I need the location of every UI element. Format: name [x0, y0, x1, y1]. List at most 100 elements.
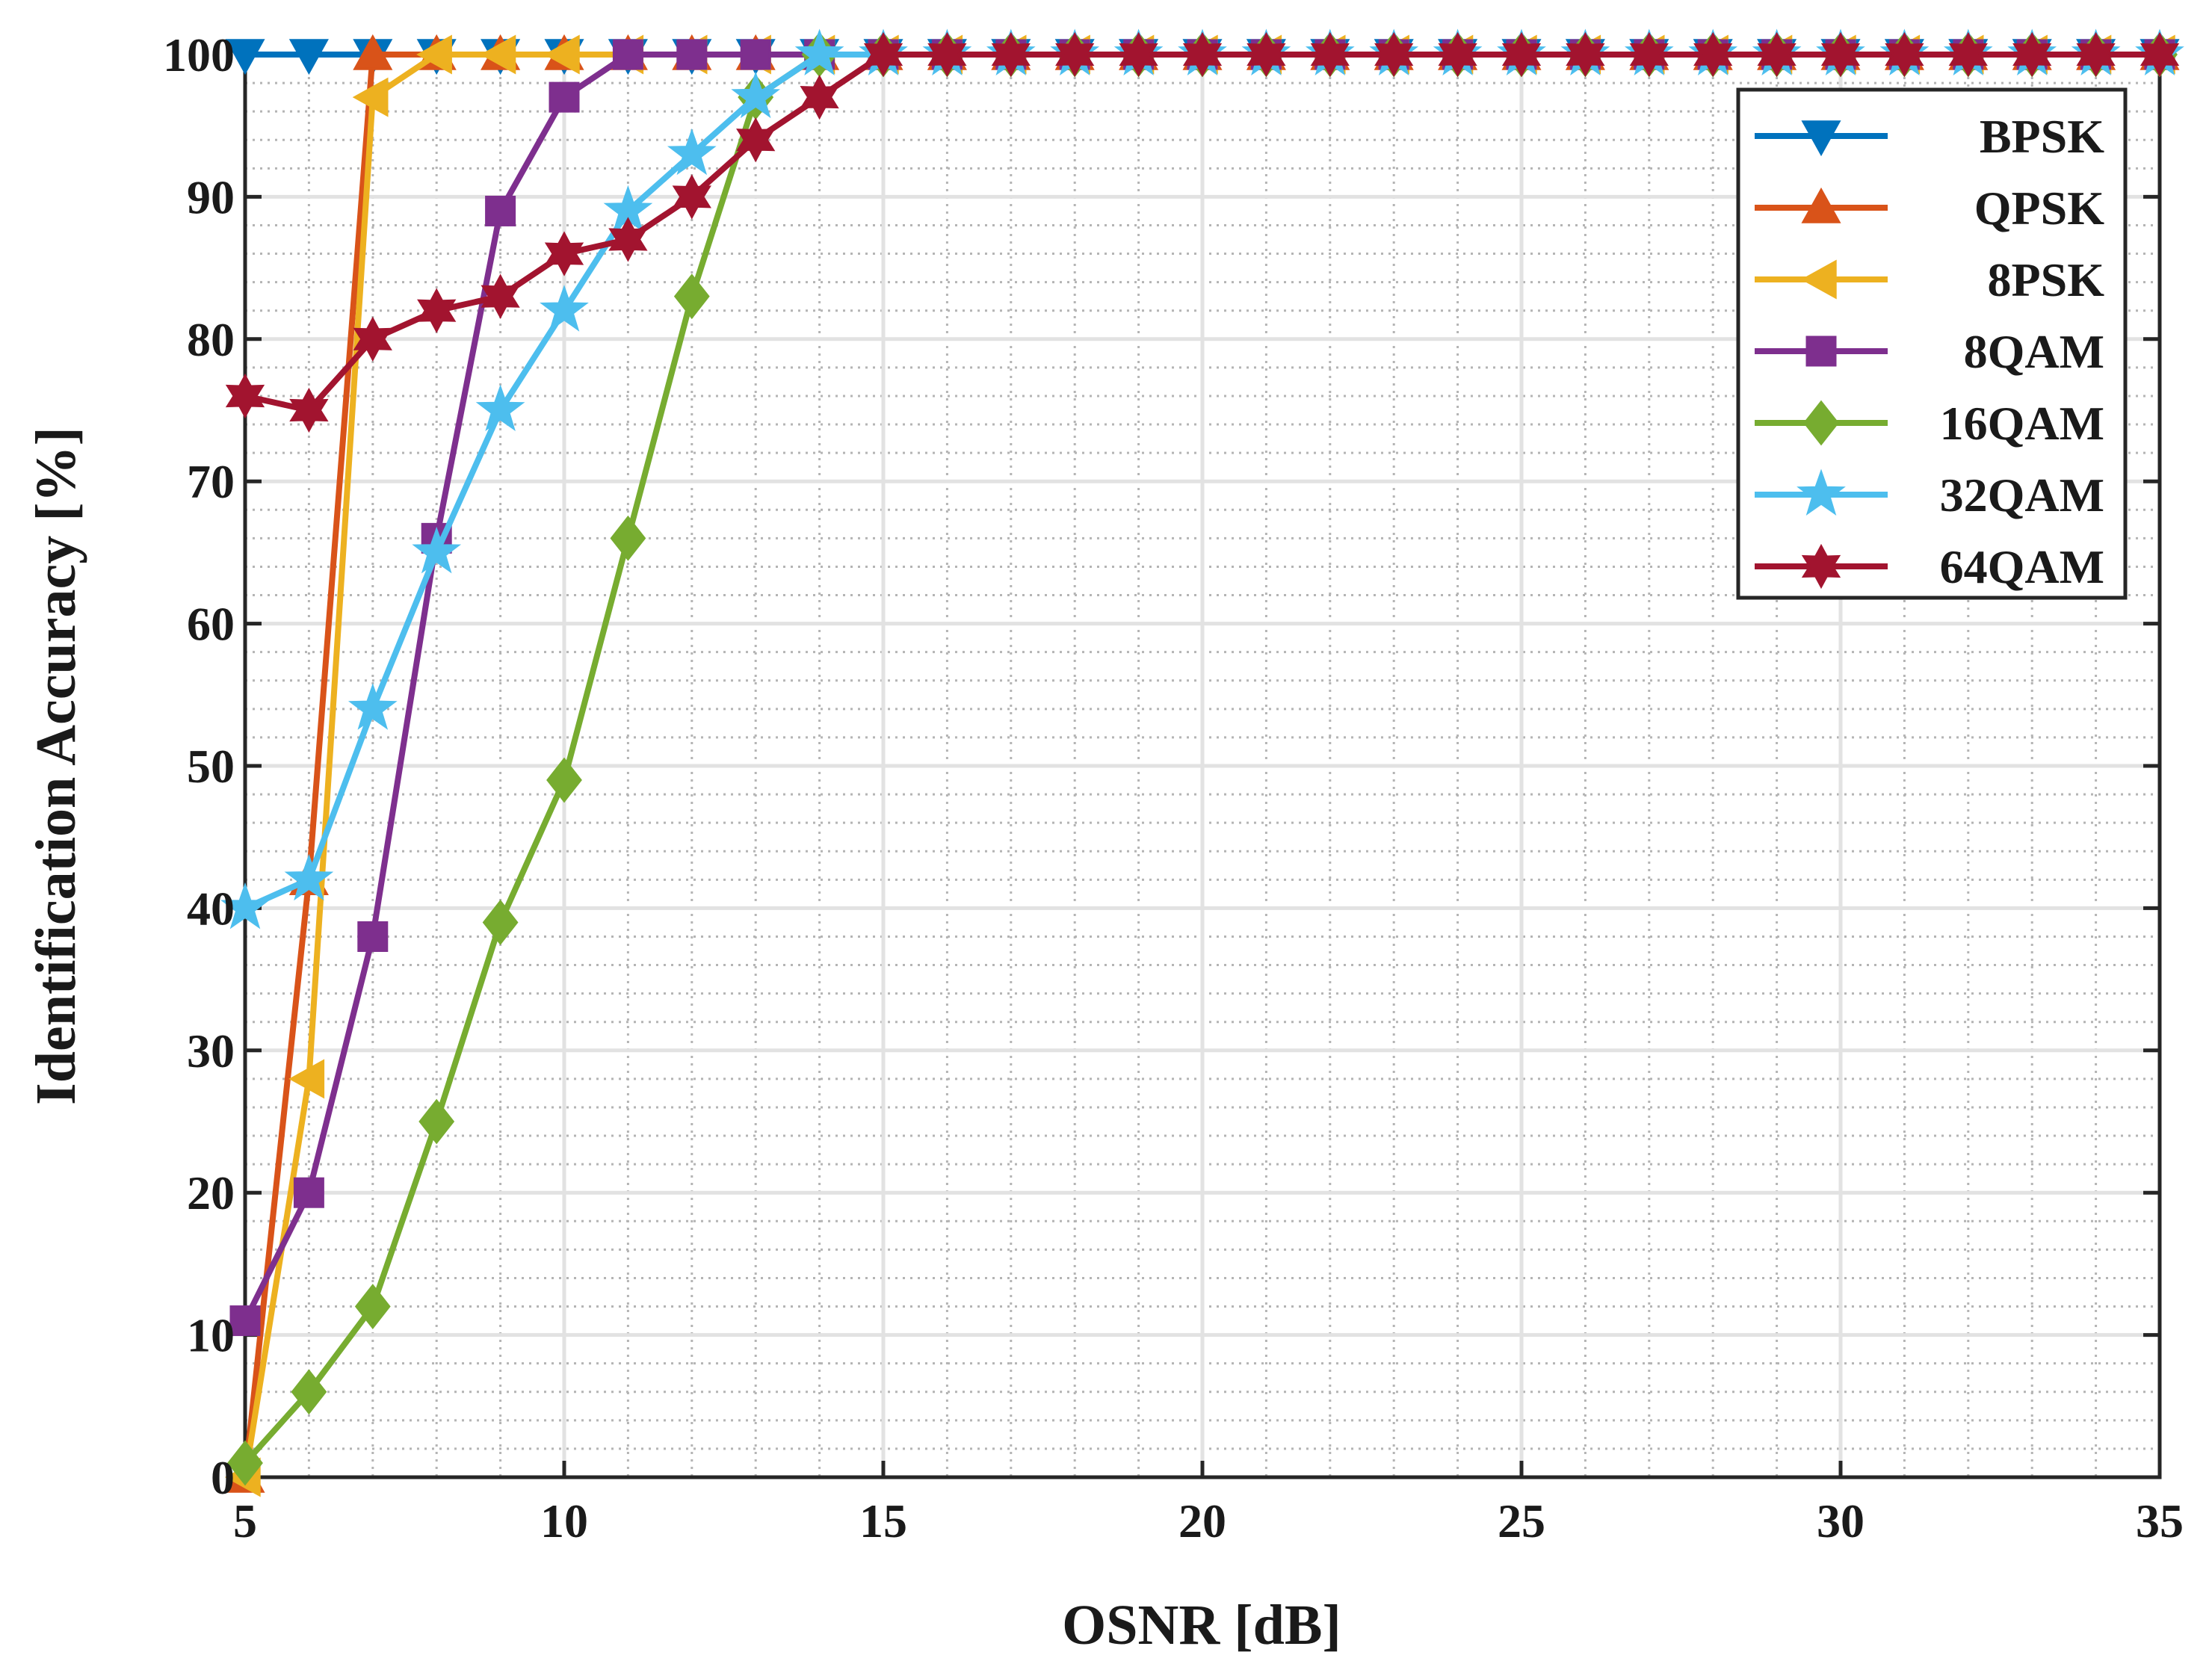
data-point-8qam	[229, 1305, 261, 1337]
data-point-64qam	[289, 387, 329, 433]
data-point-64qam	[1948, 31, 1988, 78]
y-tick-label: 20	[187, 1166, 235, 1219]
data-point-8psk	[543, 34, 580, 75]
data-point-64qam	[672, 174, 711, 220]
x-tick-label: 30	[1817, 1494, 1865, 1547]
data-point-8qam	[612, 39, 643, 70]
legend-item-32qam[interactable]: 32QAM	[1755, 468, 2104, 522]
x-tick-label: 25	[1498, 1494, 1545, 1547]
data-point-32qam	[347, 683, 398, 730]
data-point-64qam	[1566, 31, 1605, 78]
series-64qam	[225, 31, 2180, 433]
data-point-8qam	[485, 195, 516, 226]
legend-item-bpsk[interactable]: BPSK	[1755, 110, 2104, 163]
data-point-64qam	[225, 373, 265, 419]
data-point-bpsk	[225, 39, 265, 75]
data-point-64qam	[1182, 31, 1223, 78]
legend[interactable]: BPSK QPSK 8PSK 8QAM 16QAM 32QAM 64QAM	[1736, 87, 2128, 600]
data-point-32qam	[731, 71, 781, 119]
data-point-32qam	[412, 526, 462, 574]
legend-label-64qam: 64QAM	[1940, 540, 2104, 593]
legend-marker-16qam	[1803, 400, 1839, 446]
data-point-64qam	[1757, 31, 1797, 78]
data-point-64qam	[2140, 31, 2180, 78]
legend-item-8qam[interactable]: 8QAM	[1755, 325, 2104, 378]
data-point-64qam	[1885, 31, 1924, 78]
y-tick-label: 100	[163, 28, 235, 81]
legend-label-16qam: 16QAM	[1940, 397, 2104, 450]
data-point-32qam	[284, 853, 334, 901]
x-tick-label: 15	[859, 1494, 907, 1547]
x-tick-label: 20	[1178, 1494, 1226, 1547]
data-point-64qam	[1693, 31, 1733, 78]
data-point-64qam	[608, 217, 648, 262]
y-tick-label: 30	[187, 1024, 235, 1077]
legend-item-qpsk[interactable]: QPSK	[1755, 182, 2104, 235]
data-point-16qam	[482, 900, 519, 945]
data-point-16qam	[291, 1369, 327, 1415]
y-tick-label: 0	[211, 1451, 235, 1504]
data-point-64qam	[1246, 31, 1286, 78]
y-axis-label: Identification Accuracy [%]	[25, 427, 87, 1105]
data-point-32qam	[540, 285, 589, 332]
y-tick-label: 50	[187, 740, 235, 793]
legend-marker-bpsk	[1801, 120, 1841, 157]
data-point-8psk	[416, 34, 452, 75]
legend-label-qpsk: QPSK	[1974, 182, 2104, 235]
x-axis-label: OSNR [dB]	[1062, 1594, 1341, 1657]
y-tick-label: 90	[187, 170, 235, 223]
data-point-8qam	[549, 81, 580, 113]
data-point-64qam	[2076, 31, 2116, 78]
legend-label-8psk: 8PSK	[1988, 253, 2105, 306]
x-tick-label: 5	[233, 1494, 257, 1547]
data-point-16qam	[610, 515, 646, 561]
data-point-8psk	[288, 1059, 325, 1099]
data-point-64qam	[1820, 31, 1861, 78]
legend-item-16qam[interactable]: 16QAM	[1755, 397, 2104, 450]
legend-marker-8qam	[1805, 335, 1837, 367]
data-point-64qam	[353, 316, 392, 362]
data-point-64qam	[2012, 31, 2052, 78]
legend-marker-32qam	[1797, 468, 1846, 516]
legend-item-8psk[interactable]: 8PSK	[1755, 253, 2104, 306]
data-point-16qam	[673, 273, 710, 320]
data-point-64qam	[481, 273, 520, 319]
y-tick-label: 40	[187, 882, 235, 935]
legend-label-bpsk: BPSK	[1980, 110, 2104, 163]
data-point-64qam	[417, 288, 457, 333]
data-point-32qam	[667, 128, 717, 176]
y-tick-label: 70	[187, 455, 235, 508]
data-point-32qam	[475, 384, 525, 432]
tick-labels: 5 10 15 20 25 30 35 0 10 20 30 40 50 60 70 80 90 100	[163, 28, 2184, 1547]
data-point-64qam	[1119, 31, 1158, 78]
x-tick-label: 35	[2136, 1494, 2184, 1547]
legend-marker-qpsk	[1801, 187, 1841, 223]
data-point-8qam	[293, 1177, 324, 1208]
data-point-64qam	[1438, 31, 1477, 78]
y-tick-label: 80	[187, 313, 235, 366]
data-point-64qam	[927, 31, 967, 78]
legend-label-8qam: 8QAM	[1964, 325, 2104, 378]
data-point-bpsk	[288, 39, 329, 75]
data-point-64qam	[736, 117, 776, 163]
data-point-8psk	[480, 34, 516, 75]
data-point-16qam	[546, 757, 582, 803]
data-point-64qam	[991, 31, 1031, 78]
data-point-8qam	[357, 921, 389, 952]
data-point-64qam	[1501, 31, 1542, 78]
y-tick-label: 60	[187, 598, 235, 651]
series-group	[220, 28, 2184, 1497]
data-point-8qam	[676, 39, 708, 70]
data-point-16qam	[227, 1440, 263, 1486]
data-point-16qam	[354, 1284, 391, 1329]
legend-marker-64qam	[1801, 543, 1841, 590]
data-point-64qam	[863, 31, 903, 78]
data-point-64qam	[800, 74, 839, 120]
data-point-8psk	[352, 77, 389, 117]
legend-marker-8psk	[1800, 259, 1837, 300]
legend-item-64qam[interactable]: 64QAM	[1755, 540, 2104, 593]
data-point-8qam	[740, 39, 771, 70]
data-point-qpsk	[353, 34, 393, 70]
